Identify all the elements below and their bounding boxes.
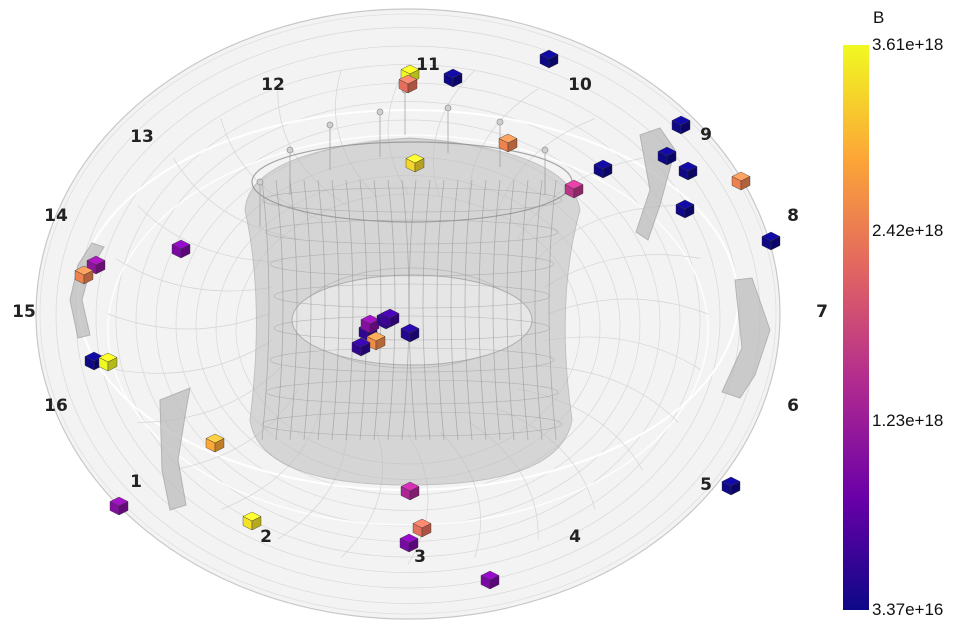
sector-label: 7 bbox=[816, 302, 828, 322]
sector-label: 12 bbox=[261, 75, 285, 95]
marker-cube bbox=[678, 161, 698, 181]
marker-cube bbox=[443, 68, 463, 88]
sector-label: 10 bbox=[568, 75, 592, 95]
marker-cube bbox=[564, 179, 584, 199]
marker-cube bbox=[657, 146, 677, 166]
colorbar-gradient bbox=[843, 45, 869, 610]
marker-cube bbox=[671, 115, 691, 135]
marker-cube bbox=[761, 231, 781, 251]
marker-cube bbox=[480, 570, 500, 590]
sector-label: 14 bbox=[44, 206, 68, 226]
marker-cube bbox=[731, 171, 751, 191]
colorbar-tick-min: 3.37e+16 bbox=[872, 600, 944, 619]
marker-cube bbox=[380, 308, 400, 328]
sector-label: 3 bbox=[414, 547, 426, 567]
marker-cube bbox=[109, 496, 129, 516]
sector-label: 11 bbox=[416, 55, 440, 75]
sector-label: 8 bbox=[787, 206, 799, 226]
marker-cube bbox=[399, 533, 419, 553]
marker-cube bbox=[351, 337, 371, 357]
sector-label: 4 bbox=[569, 527, 581, 547]
marker-cube bbox=[675, 199, 695, 219]
colorbar-title: B bbox=[873, 8, 885, 27]
sector-label: 2 bbox=[260, 527, 272, 547]
marker-cube bbox=[242, 511, 262, 531]
sector-label: 5 bbox=[700, 475, 712, 495]
marker-cube bbox=[412, 518, 432, 538]
marker-cube bbox=[98, 352, 118, 372]
colorbar-tick-max: 3.61e+18 bbox=[872, 35, 944, 54]
marker-cube bbox=[498, 133, 518, 153]
marker-cube bbox=[205, 433, 225, 453]
marker-layer bbox=[74, 49, 781, 590]
marker-cube bbox=[74, 265, 94, 285]
marker-cube bbox=[539, 49, 559, 69]
marker-cube bbox=[400, 323, 420, 343]
marker-cube bbox=[405, 153, 425, 173]
marker-cube bbox=[593, 159, 613, 179]
colorbar-tick-3: 1.23e+18 bbox=[872, 411, 944, 430]
marker-cube bbox=[360, 314, 380, 334]
sector-label: 16 bbox=[44, 396, 68, 416]
sector-label: 6 bbox=[787, 396, 799, 416]
sector-label: 1 bbox=[130, 472, 142, 492]
marker-cube bbox=[398, 74, 418, 94]
marker-cube bbox=[400, 481, 420, 501]
colorbar-tick-2: 2.42e+18 bbox=[872, 221, 944, 240]
sector-label: 15 bbox=[12, 302, 36, 322]
marker-cube bbox=[171, 239, 191, 259]
marker-cube bbox=[721, 476, 741, 496]
sector-label: 13 bbox=[130, 127, 154, 147]
sector-label: 9 bbox=[700, 125, 712, 145]
